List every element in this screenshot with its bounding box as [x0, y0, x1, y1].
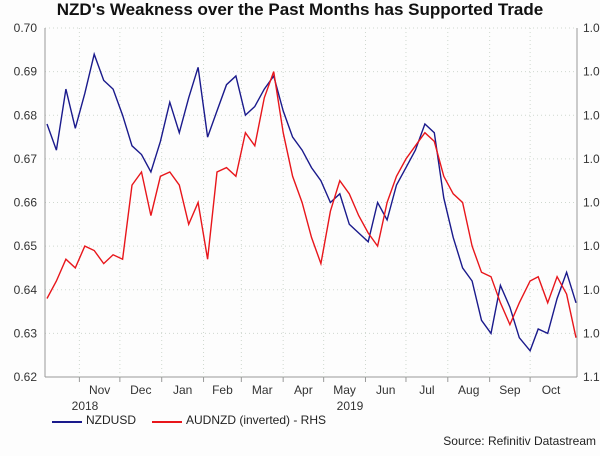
left-tick-label: 0.64	[14, 283, 38, 297]
x-tick-label: Dec	[130, 383, 151, 397]
right-tick-label: 1.10	[583, 370, 600, 384]
x-tick-label: Nov	[89, 383, 110, 397]
series-line-audnzd	[46, 71, 577, 338]
left-tick-label: 0.62	[14, 370, 38, 384]
source-note: Source: Refinitiv Datastream	[443, 434, 596, 448]
x-tick-label: Oct	[542, 383, 561, 397]
left-tick-label: 0.65	[14, 239, 38, 253]
right-tick-label: 1.06	[583, 196, 600, 210]
left-tick-label: 0.67	[14, 152, 38, 166]
x-tick-label: Jun	[376, 383, 395, 397]
legend-label-nzdusd: NZDUSD	[86, 413, 136, 427]
x-tick-label: Apr	[294, 383, 313, 397]
x-tick-label: Jul	[419, 383, 434, 397]
right-tick-label: 1.05	[583, 152, 600, 166]
right-tick-label: 1.04	[583, 108, 600, 122]
left-tick-label: 0.63	[14, 326, 38, 340]
right-tick-label: 1.03	[583, 65, 600, 79]
right-tick-label: 1.09	[583, 326, 600, 340]
left-tick-label: 0.66	[14, 196, 38, 210]
x-tick-label: Mar	[252, 383, 273, 397]
right-tick-label: 1.08	[583, 283, 600, 297]
left-tick-label: 0.69	[14, 65, 38, 79]
right-tick-label: 1.07	[583, 239, 600, 253]
left-tick-label: 0.68	[14, 108, 38, 122]
legend-swatch-nzdusd	[52, 421, 82, 423]
x-tick-label: Jan	[173, 383, 192, 397]
right-tick-label: 1.02	[583, 21, 600, 35]
x-tick-label: Feb	[212, 383, 233, 397]
series-line-nzdusd	[46, 51, 577, 353]
x-tick-label: Sep	[499, 383, 521, 397]
year-label: 2018	[72, 399, 99, 413]
chart-title: NZD's Weakness over the Past Months has …	[56, 0, 544, 19]
year-label: 2019	[337, 399, 364, 413]
legend-swatch-audnzd	[152, 421, 182, 423]
x-tick-label: Aug	[458, 383, 479, 397]
x-tick-label: May	[333, 383, 356, 397]
legend-label-audnzd: AUDNZD (inverted) - RHS	[186, 413, 327, 427]
left-tick-label: 0.70	[14, 21, 38, 35]
